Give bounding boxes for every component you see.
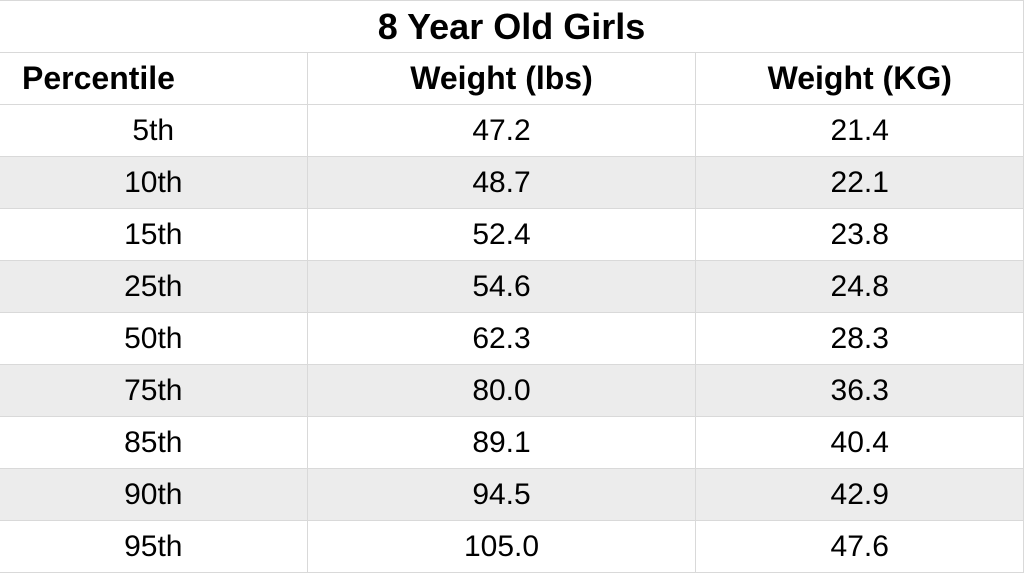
cell-percentile: 90th [0, 469, 307, 521]
table-row: 50th 62.3 28.3 [0, 313, 1024, 365]
table-row: 95th 105.0 47.6 [0, 521, 1024, 573]
col-header-weight-kg: Weight (KG) [696, 53, 1024, 105]
cell-weight-lbs: 47.2 [307, 105, 696, 157]
table-row: 90th 94.5 42.9 [0, 469, 1024, 521]
cell-weight-lbs: 62.3 [307, 313, 696, 365]
cell-weight-lbs: 89.1 [307, 417, 696, 469]
table-row: 85th 89.1 40.4 [0, 417, 1024, 469]
cell-weight-kg: 22.1 [696, 157, 1024, 209]
table-row: 75th 80.0 36.3 [0, 365, 1024, 417]
cell-weight-lbs: 48.7 [307, 157, 696, 209]
cell-percentile: 75th [0, 365, 307, 417]
cell-weight-lbs: 52.4 [307, 209, 696, 261]
cell-percentile: 50th [0, 313, 307, 365]
cell-weight-kg: 23.8 [696, 209, 1024, 261]
cell-weight-kg: 36.3 [696, 365, 1024, 417]
cell-weight-kg: 47.6 [696, 521, 1024, 573]
cell-percentile: 85th [0, 417, 307, 469]
table-header-row: Percentile Weight (lbs) Weight (KG) [0, 53, 1024, 105]
cell-percentile: 25th [0, 261, 307, 313]
cell-percentile: 95th [0, 521, 307, 573]
cell-weight-lbs: 80.0 [307, 365, 696, 417]
cell-weight-lbs: 105.0 [307, 521, 696, 573]
cell-weight-kg: 28.3 [696, 313, 1024, 365]
cell-percentile: 5th [0, 105, 307, 157]
cell-weight-lbs: 94.5 [307, 469, 696, 521]
table-row: 25th 54.6 24.8 [0, 261, 1024, 313]
table-row: 15th 52.4 23.8 [0, 209, 1024, 261]
table-title: 8 Year Old Girls [0, 1, 1024, 53]
table-title-row: 8 Year Old Girls [0, 1, 1024, 53]
table-row: 10th 48.7 22.1 [0, 157, 1024, 209]
cell-percentile: 15th [0, 209, 307, 261]
cell-weight-kg: 42.9 [696, 469, 1024, 521]
weight-percentile-table: 8 Year Old Girls Percentile Weight (lbs)… [0, 0, 1024, 573]
cell-weight-kg: 21.4 [696, 105, 1024, 157]
table-row: 5th 47.2 21.4 [0, 105, 1024, 157]
col-header-weight-lbs: Weight (lbs) [307, 53, 696, 105]
col-header-percentile: Percentile [0, 53, 307, 105]
cell-percentile: 10th [0, 157, 307, 209]
cell-weight-lbs: 54.6 [307, 261, 696, 313]
cell-weight-kg: 24.8 [696, 261, 1024, 313]
cell-weight-kg: 40.4 [696, 417, 1024, 469]
